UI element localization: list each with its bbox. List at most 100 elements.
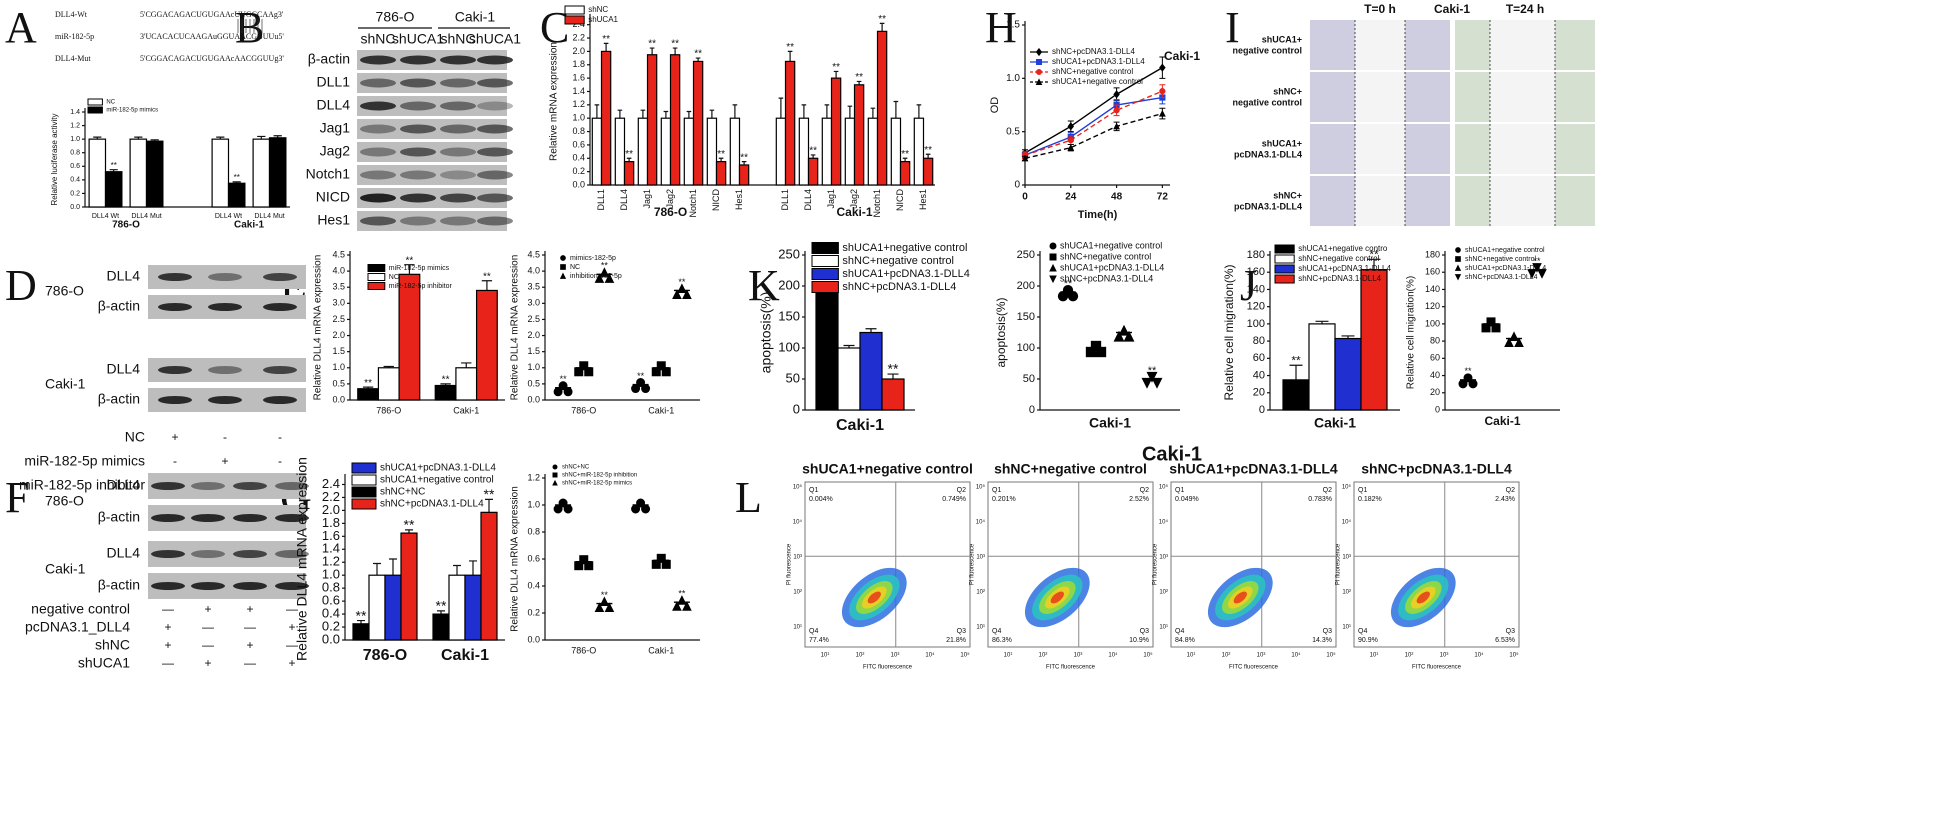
condition-sign: —	[162, 602, 174, 616]
y-tick-label: 40	[1430, 370, 1440, 380]
blot-band	[208, 366, 242, 374]
condition-sign: —	[244, 620, 256, 634]
data-point	[563, 387, 573, 397]
y-tick-label: 0.8	[527, 526, 540, 536]
bar	[227, 182, 246, 208]
y-tick-label: 180	[1425, 249, 1440, 259]
legend-swatch	[351, 498, 377, 510]
legend-swatch	[1274, 274, 1295, 284]
y-tick-label: 10³	[976, 555, 985, 561]
data-point	[553, 387, 563, 397]
condition-sign: +	[246, 638, 253, 652]
y-tick-label: 10⁵	[1342, 484, 1352, 491]
x-tick-label: 10⁴	[1291, 652, 1301, 659]
y-tick-label: 1.5	[527, 346, 540, 356]
y-axis-label: apoptosis(%)	[758, 292, 774, 374]
panel-letter: K	[748, 261, 780, 310]
quadrant-name: Q3	[957, 628, 966, 635]
y-tick-label: 0.0	[70, 204, 80, 211]
significance: **	[234, 173, 240, 182]
y-tick-label: 10³	[1159, 555, 1168, 561]
event-density	[1233, 591, 1247, 604]
y-tick-label: 100	[1247, 318, 1265, 330]
x-tick-label: 10⁵	[1509, 652, 1519, 659]
row-label: DLL4	[107, 477, 141, 493]
y-tick-label: 40	[1253, 369, 1265, 381]
blot-band	[151, 550, 185, 558]
legend-swatch	[811, 281, 839, 293]
y-tick-label: 10¹	[1342, 625, 1351, 631]
condition-name: miR-182-5p inhibitor	[19, 477, 145, 493]
y-tick-label: 3.0	[527, 298, 540, 308]
error-bar	[893, 100, 899, 119]
quadrant-name: Q3	[1323, 628, 1332, 635]
bar	[600, 50, 612, 186]
y-tick-label: 0.4	[572, 153, 585, 163]
blot-band	[360, 55, 396, 65]
y-tick-label: 4.5	[527, 249, 540, 259]
bar	[211, 138, 230, 208]
y-tick-label: 10³	[1342, 555, 1351, 561]
data-point	[574, 561, 584, 571]
y-tick-label: 1.5	[1006, 20, 1020, 31]
legend-label: shNC+pcDNA3.1-DLL4	[380, 499, 484, 510]
row-label: β-actin	[98, 298, 140, 314]
condition-name: miR-182-5p mimics	[24, 453, 145, 469]
quadrant-value: 90.9%	[1358, 637, 1378, 644]
x-tick-label: DLL4 Mut	[254, 213, 284, 220]
data-point	[1067, 122, 1075, 131]
significance: **	[484, 486, 495, 502]
bar	[104, 171, 123, 208]
data-point	[558, 381, 568, 391]
legend-label: shNC+pcDNA3.1-DLL4	[842, 281, 956, 293]
legend-marker	[560, 255, 566, 261]
condition-sign: —	[162, 656, 174, 670]
condition-sign: +	[171, 430, 178, 444]
lane-label: shNC	[440, 31, 475, 47]
y-tick-label: 1.8	[322, 515, 340, 530]
y-tick-label: 1.4	[572, 86, 585, 96]
x-tick-label: DLL4 Wt	[92, 213, 119, 220]
legend-label: shUCA1+pcDNA3.1-DLL4	[1052, 57, 1145, 66]
legend-marker	[1036, 59, 1042, 65]
x-tick-label: 10²	[856, 653, 865, 659]
x-tick-label: 786-O	[571, 645, 596, 655]
y-tick-label: 0.4	[70, 177, 80, 184]
y-axis-label: apoptosis(%)	[994, 297, 1008, 367]
bar	[890, 117, 902, 186]
significance: **	[601, 261, 609, 271]
significance: **	[1533, 256, 1541, 266]
data-point	[641, 504, 651, 514]
y-tick-label: 160	[1425, 267, 1440, 277]
legend-label: shUCA1+pcDNA3.1-DLL4	[842, 268, 969, 280]
x-tick-label: 10²	[1405, 653, 1414, 659]
row-label: Notch1	[306, 166, 351, 182]
significance: **	[901, 149, 909, 160]
row-label: Jag2	[320, 143, 351, 159]
data-point	[1491, 323, 1501, 333]
condition-sign: +	[164, 638, 171, 652]
plot-frame	[804, 481, 971, 648]
legend-marker	[560, 264, 566, 270]
quadrant-value: 0.182%	[1358, 496, 1382, 503]
x-axis-label: FITC fluorescence	[1412, 665, 1462, 671]
significance: **	[356, 607, 367, 623]
legend-label: miR-182-5p mimics	[106, 108, 158, 114]
bar	[1360, 269, 1388, 411]
y-tick-label: 2.2	[572, 32, 585, 42]
blot-band	[263, 303, 297, 311]
y-tick-label: 0	[1435, 404, 1440, 414]
blot-band	[440, 124, 476, 134]
data-point	[584, 367, 594, 377]
bar	[669, 54, 681, 186]
y-axis-label: Relative DLL4 mRNA expression	[510, 486, 521, 632]
x-tick-label: 10¹	[1370, 653, 1379, 659]
blot-band	[233, 550, 267, 558]
x-axis-label: FITC fluorescence	[1229, 665, 1279, 671]
bar	[830, 77, 842, 186]
y-tick-label: 2.0	[332, 330, 345, 340]
cell-line: Caki-1	[45, 561, 86, 577]
blot-band	[360, 78, 396, 88]
data-point	[594, 602, 605, 613]
x-tick-label: NICD	[711, 189, 721, 211]
